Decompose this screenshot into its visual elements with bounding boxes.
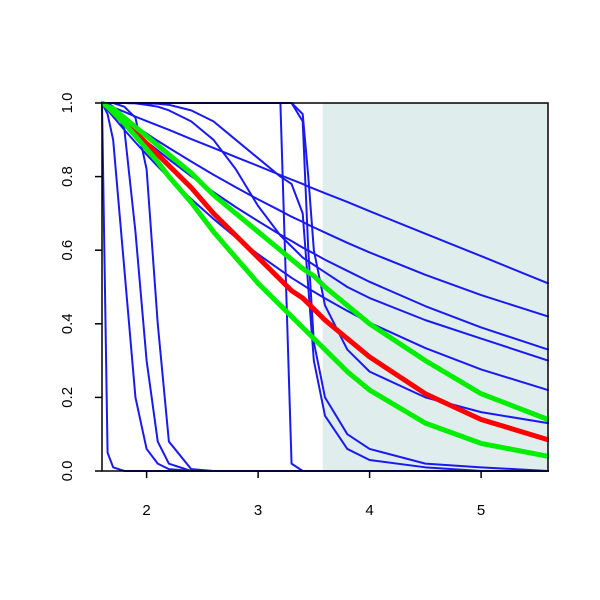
shaded-region [322,103,548,471]
x-tick-label: 5 [477,502,485,519]
x-tick-label: 4 [365,502,373,519]
line [101,101,549,422]
y-tick-label: 0.8 [59,166,76,187]
y-tick-label: 0.6 [59,240,76,261]
y-tick-label: 0.0 [59,461,76,482]
plot-frame [101,102,549,472]
line [101,101,549,459]
y-tick-label: 0.4 [59,313,76,334]
x-tick-label: 2 [142,502,150,519]
y-tick-label: 0.2 [59,387,76,408]
x-tick-label: 3 [254,502,262,519]
y-tick-label: 1.0 [59,93,76,114]
